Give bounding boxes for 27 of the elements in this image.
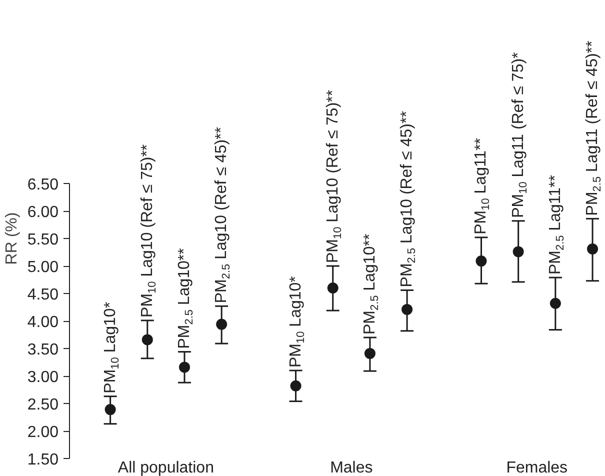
annotation: PM10 Lag10* (102, 302, 122, 394)
annotation: PM2.5 Lag10** (176, 248, 196, 349)
y-tick-label: 2.50 (27, 396, 59, 414)
y-tick-label: 2.00 (27, 424, 59, 441)
annotation: PM10 Lag11** (472, 138, 492, 234)
y-axis-title: RR (%) (3, 212, 20, 265)
y-tick-label: 3.00 (27, 369, 59, 386)
y-tick-label: 6.00 (27, 204, 59, 221)
y-tick-label: 4.50 (27, 286, 59, 304)
annotation: PM10 Lag11 (Ref ≤ 75)* (510, 52, 530, 218)
y-tick-label: 1.50 (27, 452, 59, 468)
y-tick-label: 4.00 (27, 314, 59, 331)
y-tick-label: 6.50 (27, 176, 59, 194)
y-tick-label: 3.50 (27, 342, 59, 358)
y-tick-label: 5.00 (27, 259, 59, 276)
x-tick-label: Males (330, 460, 373, 476)
annotation: PM2.5 Lag10** (361, 234, 381, 334)
x-tick-label: Females (506, 460, 568, 476)
y-tick-label: 5.50 (27, 232, 59, 248)
x-tick-label: All population (118, 460, 214, 476)
annotation: PM10 Lag10* (287, 276, 307, 368)
annotation: PM2.5 Lag10 (Ref ≤ 45)** (213, 126, 233, 304)
annotation: PM10 Lag10 (Ref ≤ 75)** (324, 90, 344, 263)
annotation: PM2.5 Lag10 (Ref ≤ 45)** (398, 111, 418, 288)
annotation: PM10 Lag10 (Ref ≤ 75)** (138, 144, 158, 318)
annotation: PM2.5 Lag11** (546, 175, 566, 275)
annotation: PM2.5 Lag11 (Ref ≤ 45)** (584, 40, 604, 216)
